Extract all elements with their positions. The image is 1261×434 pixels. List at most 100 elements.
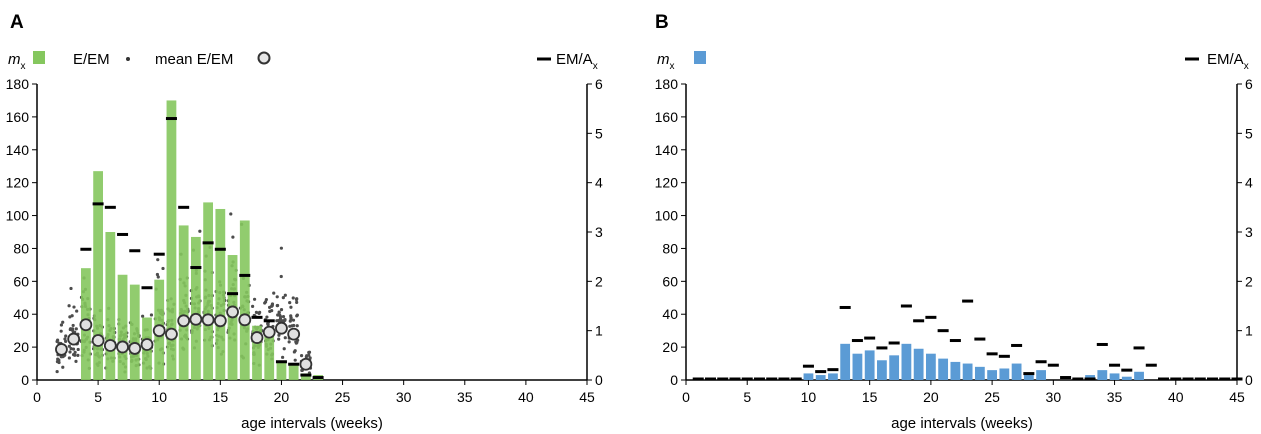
panel-b-x-tick-label: 35 xyxy=(1107,389,1123,405)
panel-b-mx-bar xyxy=(925,353,936,380)
panel-a-x-tick-label: 0 xyxy=(33,389,41,405)
panel-a-e-em-dot xyxy=(288,324,292,328)
panel-a-e-em-dot xyxy=(293,358,297,362)
panel-a-mean-e-em-marker xyxy=(116,340,129,354)
panel-b-mx-bar xyxy=(962,363,973,380)
panel-a-e-em-dot xyxy=(254,310,259,314)
panel-a-x-tick-label: 15 xyxy=(213,389,229,405)
panel-a-legend-mx-sub: x xyxy=(21,61,26,72)
panel-b-y-left-tick-label: 140 xyxy=(655,142,679,158)
panel-b-y-right-tick-label: 4 xyxy=(1245,175,1253,191)
panel-a-em-ax-dashes xyxy=(80,117,324,380)
panel-a-e-em-dot xyxy=(76,353,80,358)
panel-b-y-right-tick-label: 2 xyxy=(1245,273,1253,289)
panel-a-e-em-dot xyxy=(287,340,291,344)
panel-b-mx-bar xyxy=(840,343,851,380)
panel-a-x-tick-label: 40 xyxy=(518,389,534,405)
panel-a-e-em-dot xyxy=(74,359,78,364)
panel-a-mean-e-em-marker xyxy=(299,357,313,371)
panel-a-e-em-dot xyxy=(64,334,68,338)
panel-b-mx-bar xyxy=(1109,373,1120,380)
panel-a-e-em-dot xyxy=(156,258,160,262)
panel-a-y-right-tick-label: 2 xyxy=(595,273,603,289)
panel-b-y-left-tick-label: 100 xyxy=(655,208,679,224)
panel-a-mx-bar xyxy=(264,329,275,380)
panel-a-e-em-dot xyxy=(76,347,80,352)
panel-b-x-tick-label: 40 xyxy=(1168,389,1184,405)
panel-b-mx-bar xyxy=(852,353,863,380)
panel-b-mx-bar xyxy=(889,355,900,380)
panel-a-mx-bar xyxy=(117,274,128,380)
panel-a-mean-e-em-marker xyxy=(238,313,252,327)
panel-a-mx-bar xyxy=(239,220,250,380)
panel-b-legend-em-ax-main: EM/A xyxy=(1207,51,1244,68)
panel-a-legend-e-em: E/EM xyxy=(73,51,110,68)
panel-a-e-em-dot xyxy=(277,333,281,337)
panel-a-mx-bar xyxy=(166,100,177,380)
panel-a-y-left-tick-label: 160 xyxy=(6,109,30,125)
panel-b-mx-bar xyxy=(877,360,887,380)
panel-a-e-em-dot xyxy=(59,329,63,333)
panel-a-mean-e-em-marker xyxy=(177,314,191,328)
panel-b-y-right-tick-label: 5 xyxy=(1245,125,1253,141)
panel-a-e-em-dot xyxy=(299,354,304,358)
panel-a-e-em-dot xyxy=(59,323,64,327)
panel-b-x-tick-label: 30 xyxy=(1046,389,1062,405)
panel-b-y-left-tick-label: 40 xyxy=(662,306,678,322)
panel-a-e-em-dot xyxy=(280,319,284,323)
panel-a-legend-mx-swatch xyxy=(33,51,45,64)
panel-a-y-left-tick-label: 40 xyxy=(13,306,29,322)
panel-b-mx-bar xyxy=(1011,363,1022,380)
panel-a-mean-e-em-marker xyxy=(275,321,288,335)
panel-a-mean-e-em-marker xyxy=(79,318,93,332)
panel-a-x-tick-label: 20 xyxy=(274,389,290,405)
panel-b-x-tick-label: 10 xyxy=(801,389,817,405)
panel-a-e-em-dot xyxy=(73,353,77,357)
panel-a-e-em-dot xyxy=(281,296,285,300)
panel-a-e-em-dot xyxy=(292,323,296,328)
panel-b-y-left-tick-label: 0 xyxy=(670,372,678,388)
panel-a-legend-em-ax-sub: x xyxy=(593,61,598,72)
panel-a-y-right-tick-label: 1 xyxy=(595,323,603,339)
panel-a-e-em-dot xyxy=(73,350,77,354)
panel-a-e-em-dot xyxy=(149,313,154,317)
panel-a-e-em-dot xyxy=(289,305,293,309)
panel-a-legend-mean-e-em: mean E/EM xyxy=(155,51,233,68)
panel-a-e-em-dot xyxy=(198,229,202,233)
panel-a-e-em-dot xyxy=(277,337,281,341)
panel-a-x-tick-label: 10 xyxy=(151,389,167,405)
panel-a-e-em-dot xyxy=(74,327,78,331)
panel-a-e-em-dot xyxy=(69,286,73,291)
panel-a: A mx E/EM mean E/EM EM/Ax age intervals … xyxy=(6,12,603,432)
panel-a-e-em-dot xyxy=(71,323,75,328)
panel-a-mean-e-em-marker xyxy=(103,339,117,352)
panel-a-e-em-dot xyxy=(304,355,308,359)
panel-a-e-em-dot xyxy=(155,272,160,277)
panel-a-e-em-dot xyxy=(67,304,71,308)
panel-a-e-em-dot xyxy=(270,302,275,306)
panel-a-e-em-dot xyxy=(266,322,270,327)
panel-a-y-left-tick-label: 80 xyxy=(13,240,29,256)
panel-a-e-em-dot xyxy=(61,365,65,369)
panel-b-y-left-tick-label: 160 xyxy=(655,109,679,125)
panel-a-e-em-dot xyxy=(289,314,293,318)
panel-a-y-left-tick-label: 0 xyxy=(21,372,29,388)
panel-a-y-left-tick-label: 60 xyxy=(13,273,29,289)
panel-a-e-em-dot xyxy=(281,355,285,359)
panel-a-y-left-tick-label: 20 xyxy=(13,339,29,355)
panel-a-mean-e-em-marker xyxy=(91,334,105,347)
panel-a-e-em-dot xyxy=(156,275,160,279)
panel-a-e-em-dot xyxy=(72,305,76,309)
panel-b-y-right-tick-label: 3 xyxy=(1245,224,1253,240)
panel-a-e-em-dot xyxy=(61,355,65,359)
panel-a-mean-e-em-marker xyxy=(213,314,227,328)
panel-a-legend-em-ax: EM/Ax xyxy=(556,51,598,72)
panel-a-e-em-dot xyxy=(276,319,281,323)
panel-a-e-em-dot xyxy=(263,300,268,304)
panel-a-x-tick-label: 35 xyxy=(457,389,473,405)
panel-a-e-em-dot xyxy=(277,311,281,315)
panel-a-e-em-dot xyxy=(294,297,299,302)
panel-a-e-em-dot xyxy=(279,274,283,279)
panel-a-x-tick-label: 45 xyxy=(579,389,595,405)
